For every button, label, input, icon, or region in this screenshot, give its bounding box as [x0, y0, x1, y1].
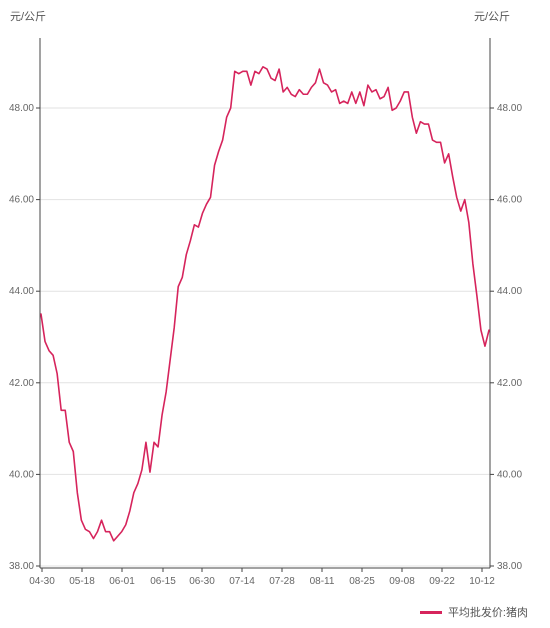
y-tick-labels-left: 38.00 40.00 42.00 44.00 46.00 48.00: [9, 103, 40, 572]
right-axis-unit: 元/公斤: [474, 11, 511, 23]
y-tick-label-right: 38.00: [497, 561, 522, 572]
axes: [39, 38, 491, 569]
y-tick-label-left: 42.00: [9, 378, 34, 389]
x-tick-label: 08-25: [349, 576, 375, 587]
y-tick-labels-right: 38.00 40.00 42.00 44.00 46.00 48.00: [490, 103, 522, 572]
y-tick-label-right: 48.00: [497, 103, 522, 114]
y-tick-label-right: 46.00: [497, 195, 522, 206]
x-tick-label: 04-30: [29, 576, 55, 587]
y-tick-label-left: 46.00: [9, 195, 34, 206]
y-tick-label-left: 40.00: [9, 469, 34, 480]
x-tick-label: 08-11: [310, 576, 335, 587]
x-tick-label: 06-01: [109, 576, 135, 587]
left-axis-unit: 元/公斤: [10, 11, 47, 23]
y-tick-label-right: 42.00: [497, 378, 522, 389]
x-tick-label: 09-22: [429, 576, 455, 587]
y-tick-label-right: 44.00: [497, 286, 522, 297]
y-tick-label-right: 40.00: [497, 469, 522, 480]
x-tick-label: 05-18: [69, 576, 95, 587]
x-tick-label: 06-15: [150, 576, 176, 587]
x-tick-label: 07-14: [229, 576, 255, 587]
x-tick-labels: 04-30 05-18 06-01 06-15 06-30 07-14 07-28 08-11…: [29, 568, 495, 587]
x-tick-label: 06-30: [189, 576, 215, 587]
series-layer: [40, 65, 490, 542]
x-tick-label: 10-12: [469, 576, 495, 587]
x-tick-label: 09-08: [389, 576, 415, 587]
legend-label: 平均批发价:猪肉: [447, 607, 528, 619]
y-tick-label-left: 44.00: [9, 286, 34, 297]
x-tick-label: 07-28: [269, 576, 295, 587]
legend-swatch: [419, 610, 442, 614]
legend[interactable]: 平均批发价:猪肉: [419, 604, 528, 620]
gridlines: [40, 107, 490, 567]
series-line-0: [40, 65, 490, 542]
y-tick-label-left: 48.00: [9, 103, 34, 114]
y-tick-label-left: 38.00: [9, 561, 34, 572]
